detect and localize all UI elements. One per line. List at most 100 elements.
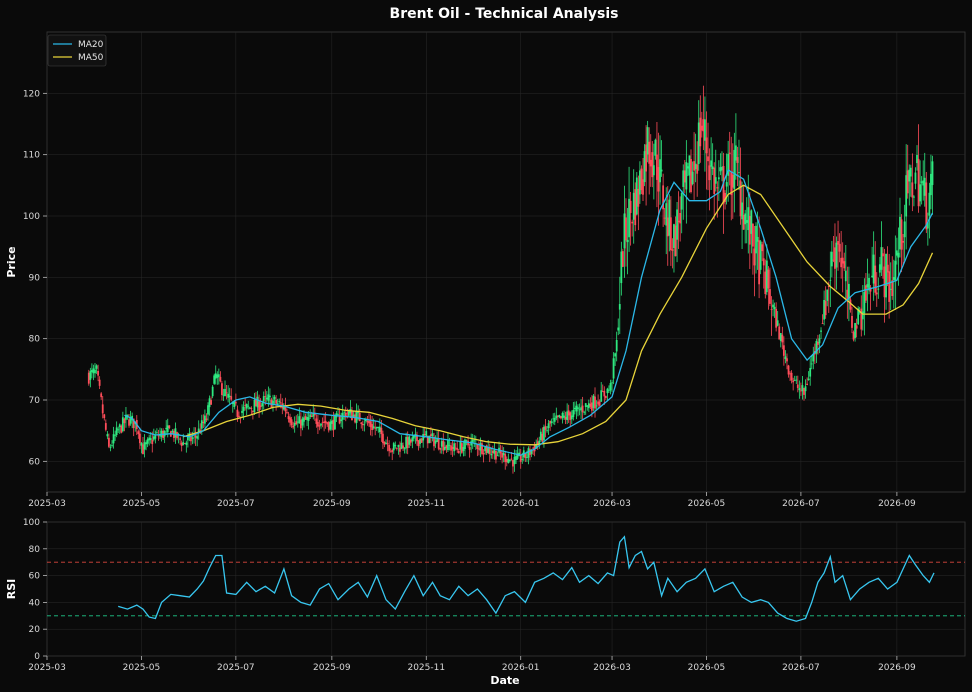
candle-body [645,144,647,172]
candle-body [628,198,630,238]
candle-body [471,439,474,443]
candle-body [416,434,418,442]
legend: MA20 MA50 [47,34,107,67]
candle-body [453,443,456,452]
candle-body [572,409,575,417]
candle-body [346,412,349,414]
candle-body [182,442,185,445]
candle-body [861,311,864,320]
candle-body [852,332,855,340]
candle-body [234,402,237,404]
candle-body [183,443,186,444]
candle-body [369,421,372,428]
candle-body [338,414,341,424]
candle-body [327,422,330,431]
candle-body [827,285,830,287]
candle-body [733,149,736,189]
candle-body [142,444,144,455]
candle-body [603,390,606,397]
candle-body [411,437,414,442]
candle-body [882,253,884,257]
candle-body [194,435,197,438]
candle-body [101,404,104,414]
candle-body [87,372,90,384]
candle-body [869,287,872,292]
candle-body [787,365,790,375]
candle-body [707,156,709,162]
candle-body [527,448,530,458]
candle-body [128,419,130,426]
candle-body [287,416,290,420]
candle-body [849,299,852,310]
rsi-x-tick-label: 2025-05 [123,663,161,673]
candle-body [200,420,203,429]
candle-body [293,422,296,426]
price-y-tick-label: 80 [29,335,41,345]
candle-body [289,417,291,423]
candle-body [886,264,889,273]
candle-body [926,222,929,229]
candle-body [309,414,312,418]
candle-body [860,308,863,330]
candle-body [784,356,787,360]
candle-body [567,410,570,416]
candle-body [798,388,801,391]
candle-body [923,177,926,196]
candle-body [685,162,688,190]
candle-body [259,405,262,407]
rsi-y-tick-label: 40 [29,598,41,608]
candle-body [273,396,276,400]
price-x-tick-label: 2026-03 [593,499,631,509]
candle-body [543,426,545,441]
candle-body [392,443,395,451]
candle-body [700,125,703,131]
candle-body [395,447,398,449]
candle-body [148,437,151,441]
candle-body [468,447,471,450]
price-x-tick-label: 2026-05 [688,499,726,509]
candle-body [625,217,627,241]
candle-body [403,448,406,450]
candle-body [324,420,327,424]
candle-body [662,185,665,210]
candle-body [690,159,692,193]
candle-body [286,412,288,414]
candle-body [539,431,542,441]
candle-body [789,373,791,375]
candle-body [538,440,541,446]
candle-body [230,396,233,400]
candle-body [422,434,425,441]
candle-body [697,122,700,165]
candle-body [152,436,155,440]
candle-body [621,251,624,267]
candle-body [874,265,877,293]
candle-body [847,283,850,300]
candle-body [459,441,462,450]
candle-body [570,415,573,420]
candle-body [267,394,270,401]
candle-body [544,426,547,430]
candle-body [507,458,510,464]
candle-body [549,421,552,424]
candle-body [512,460,514,467]
candle-body [448,445,451,447]
candle-body [649,159,652,167]
candle-body [399,447,401,452]
candle-body [832,259,835,261]
candle-body [490,454,493,456]
candle-body [865,285,867,301]
candle-body [389,451,392,453]
candle-body [386,443,389,445]
candle-body [197,428,200,433]
candle-body [713,167,716,194]
rsi-y-ticks: 0 20 40 60 80 100 [23,518,47,662]
candle-body [157,435,160,437]
candle-body [347,411,350,416]
candle-body [734,145,737,161]
candle-body [412,435,415,439]
candle-body [380,427,383,435]
candle-body [330,420,333,424]
rsi-y-tick-label: 100 [23,518,40,528]
legend-box [47,34,107,67]
